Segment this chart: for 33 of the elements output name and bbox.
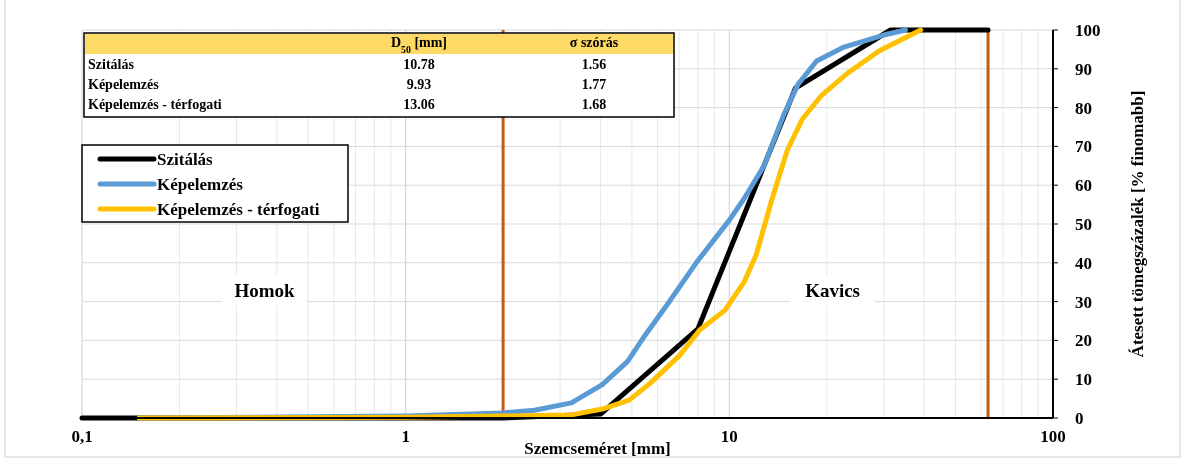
legend-label: Képelemzés [157, 175, 244, 194]
annotation: 10.78 [403, 57, 435, 72]
y-tick-label: 10 [1075, 370, 1092, 390]
x-axis-title: Szemcseméret [mm] [524, 439, 671, 458]
y-tick-label: 50 [1075, 215, 1092, 234]
annotation: 13.06 [403, 97, 435, 112]
y-tick-label: 30 [1075, 292, 1092, 312]
y-tick-label: 0 [1075, 409, 1084, 428]
y-axis-title: Átesett tömegszázalék [% finomabb] [1128, 90, 1147, 358]
annotation: Szitálás [88, 57, 135, 72]
x-tick-label: 10 [720, 427, 738, 446]
x-tick-label: 100 [1040, 427, 1066, 446]
legend-label: Képelemzés - térfogati [157, 200, 320, 219]
annotation: 9.93 [406, 77, 432, 92]
annotation: Képelemzés - térfogati [88, 97, 222, 112]
annotation: Képelemzés [88, 77, 160, 92]
y-tick-label: 90 [1075, 59, 1092, 79]
y-tick-label: 100 [1075, 21, 1101, 40]
y-tick-label: 80 [1075, 98, 1092, 118]
x-tick-label: 0,1 [71, 427, 93, 446]
annotation: Kavics [805, 280, 861, 301]
y-tick-label: 70 [1075, 137, 1092, 157]
annotation: 1.56 [581, 57, 607, 72]
annotation: 1.77 [581, 77, 607, 92]
annotation: 1.68 [581, 97, 607, 112]
y-tick-label: 40 [1075, 253, 1092, 273]
y-tick-label: 60 [1075, 176, 1092, 196]
y-tick-label: 20 [1075, 331, 1092, 351]
annotation: D$_{50}$ [mm] [390, 35, 448, 55]
annotation: Homok [234, 280, 296, 301]
legend-label: Szitálás [157, 150, 214, 169]
x-tick-label: 1 [401, 427, 410, 446]
annotation: σ szórás [569, 35, 619, 50]
